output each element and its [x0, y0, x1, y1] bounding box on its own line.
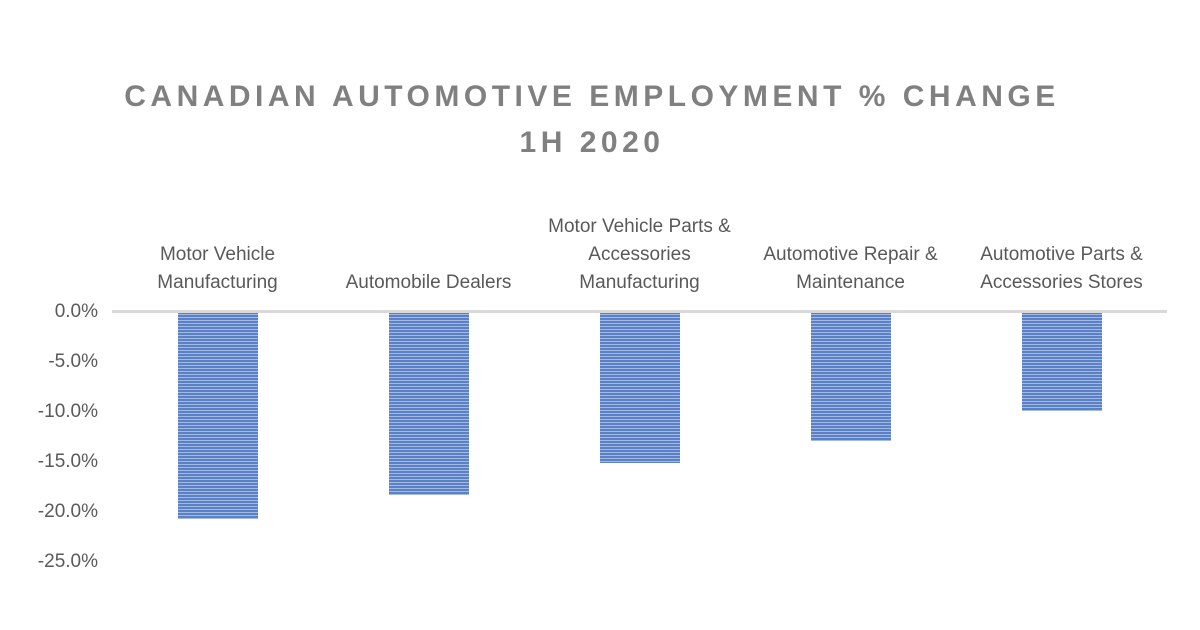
- y-axis-tick-label-15-0: -15.0%: [37, 451, 98, 472]
- y-axis-tick-label-25-0: -25.0%: [37, 551, 98, 572]
- category-label-automotive-parts-accessories-stores: Automotive Parts & Accessories Stores: [980, 244, 1143, 293]
- category-label-automobile-dealers: Automobile Dealers: [345, 272, 512, 293]
- y-axis-tick-label-0-0: 0.0%: [54, 301, 98, 322]
- y-axis-tick-label-20-0: -20.0%: [37, 501, 98, 522]
- category-label-motor-vehicle-manufacturing: Motor Vehicle Manufacturing: [157, 244, 278, 293]
- bar-motor-vehicle-parts-accessories-manufacturing: [599, 312, 680, 463]
- chart-title-line2: 1H 2020: [519, 126, 665, 159]
- category-label-motor-vehicle-parts-accessories-manufacturing: Motor Vehicle Parts & Accessories Manufa…: [548, 216, 731, 293]
- bar-motor-vehicle-manufacturing: [177, 312, 258, 519]
- bar-automobile-dealers: [388, 312, 469, 495]
- category-label-automotive-repair-maintenance: Automotive Repair & Maintenance: [763, 244, 938, 293]
- chart-title-line1: CANADIAN AUTOMOTIVE EMPLOYMENT % CHANGE: [124, 80, 1060, 113]
- y-axis-tick-label-10-0: -10.0%: [37, 401, 98, 422]
- y-axis-tick-label-5-0: -5.0%: [48, 351, 98, 372]
- bar-automotive-parts-accessories-stores: [1021, 312, 1102, 411]
- bar-automotive-repair-maintenance: [810, 312, 891, 441]
- x-axis-line: [112, 310, 1167, 313]
- chart-title: CANADIAN AUTOMOTIVE EMPLOYMENT % CHANGE …: [0, 74, 1184, 166]
